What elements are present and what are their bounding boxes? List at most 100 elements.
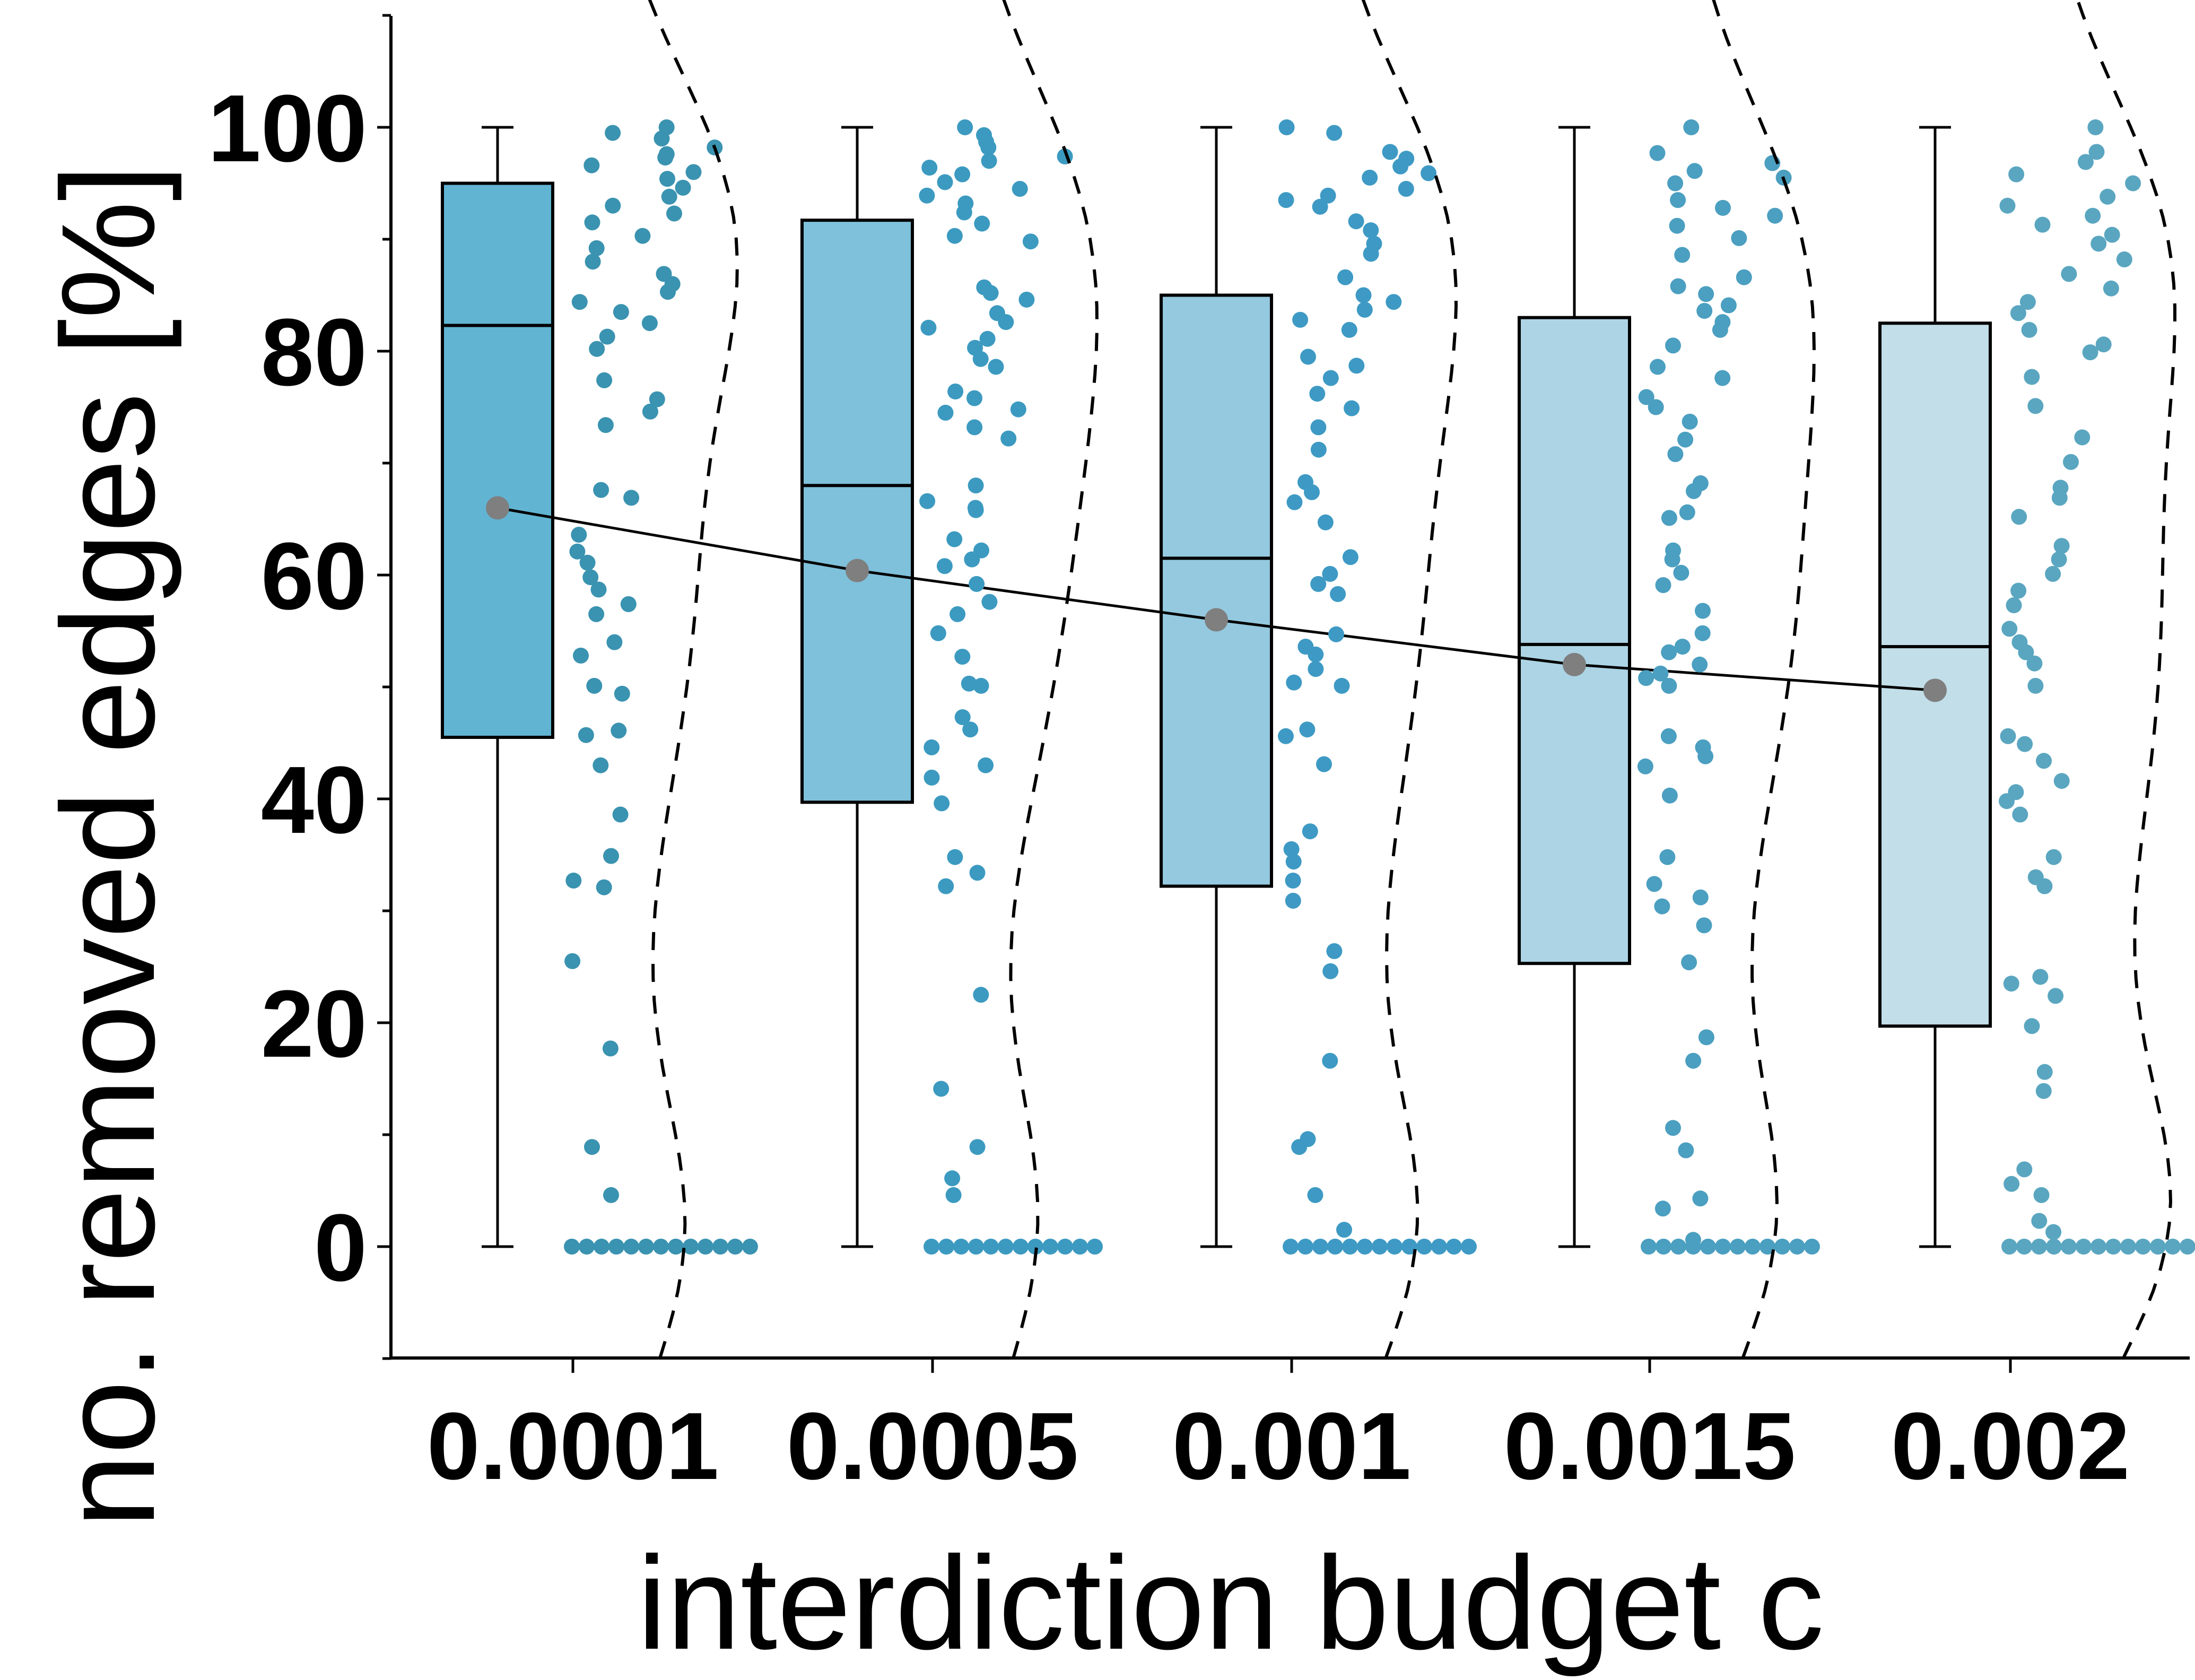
data-point [1669, 217, 1685, 234]
box-group-0.002 [1878, 126, 1992, 1248]
data-point [2091, 1239, 2106, 1255]
iqr-box [441, 181, 554, 739]
data-point [1322, 370, 1339, 386]
data-point [1308, 661, 1324, 677]
points-group-0.002 [1999, 119, 2195, 1255]
data-point [606, 634, 623, 650]
data-point [2000, 728, 2016, 744]
data-point [742, 1239, 758, 1255]
data-point [657, 150, 674, 166]
data-point [1286, 674, 1302, 691]
data-point [613, 304, 629, 320]
data-point [1344, 400, 1360, 416]
mean-marker [1205, 608, 1228, 632]
data-point [620, 596, 637, 612]
data-point [1446, 1239, 1462, 1255]
data-point [1696, 303, 1713, 319]
data-point [2036, 753, 2052, 769]
data-point [594, 1239, 609, 1255]
data-point [2032, 969, 2049, 985]
data-point [1312, 1239, 1328, 1255]
data-point [969, 865, 986, 881]
data-point [1667, 175, 1684, 191]
data-point [934, 795, 950, 812]
data-point [1641, 1239, 1657, 1255]
data-point [953, 1239, 969, 1255]
data-point [2045, 565, 2061, 582]
data-point [597, 417, 614, 433]
data-point [2001, 621, 2018, 637]
data-point [968, 502, 984, 518]
data-point [1692, 656, 1708, 673]
data-point [1334, 677, 1350, 694]
data-point [1278, 728, 1294, 744]
data-point [1283, 841, 1300, 857]
data-point [668, 1239, 684, 1255]
x-axis-title: interdiction budget c [637, 1529, 1824, 1677]
data-point [623, 1239, 639, 1255]
data-point [2010, 582, 2027, 599]
data-point [950, 606, 966, 622]
data-point [1416, 1239, 1432, 1255]
density-curve [648, 0, 739, 1359]
iqr-box [800, 219, 914, 804]
data-point [2021, 321, 2037, 338]
data-point [1072, 1239, 1088, 1255]
data-point [1714, 370, 1731, 386]
data-point [1285, 854, 1302, 870]
data-point [2061, 1239, 2077, 1255]
data-point [1659, 849, 1676, 865]
data-point [1461, 1239, 1477, 1255]
data-point [593, 757, 609, 773]
data-point [2135, 1239, 2151, 1255]
data-point [666, 205, 682, 222]
x-tick-label: 0.0015 [1504, 1393, 1796, 1500]
data-point [2077, 154, 2094, 170]
data-point [1302, 823, 1318, 840]
data-point [579, 554, 596, 571]
data-point [593, 482, 609, 498]
x-tick-label: 0.001 [1172, 1393, 1411, 1500]
data-point [590, 581, 607, 598]
data-point [981, 594, 998, 610]
data-point [2017, 736, 2033, 752]
data-point [2053, 538, 2070, 554]
data-point [1999, 197, 2016, 214]
data-point [1328, 626, 1344, 642]
data-point [1307, 1187, 1323, 1203]
data-point [1698, 1029, 1714, 1046]
data-point [938, 1239, 954, 1255]
data-point [2036, 878, 2053, 894]
data-point [1022, 233, 1039, 250]
data-point [1386, 294, 1402, 310]
data-point [1317, 514, 1334, 530]
data-point [603, 848, 619, 864]
data-point [2120, 1239, 2136, 1255]
data-point [1661, 510, 1677, 526]
data-point [1322, 963, 1339, 979]
data-point [649, 391, 665, 407]
data-point [584, 1139, 600, 1155]
data-point [1670, 1239, 1686, 1255]
data-point [2011, 509, 2027, 525]
data-point [1342, 549, 1358, 565]
data-point [675, 179, 691, 196]
data-point [712, 1239, 728, 1255]
data-point [596, 372, 613, 388]
data-point [1322, 1052, 1338, 1069]
data-point [954, 166, 971, 182]
data-point [571, 294, 588, 310]
data-point [685, 164, 702, 180]
data-point [1661, 677, 1677, 694]
data-point [588, 240, 605, 256]
data-point [1387, 1239, 1403, 1255]
data-point [1348, 358, 1365, 374]
data-point [1649, 145, 1666, 161]
data-point [1654, 898, 1670, 915]
data-point [578, 727, 594, 743]
data-point [1674, 247, 1691, 263]
data-point [1362, 169, 1378, 186]
data-point [947, 384, 964, 399]
data-point [1760, 1239, 1775, 1255]
y-tick-label: 0 [314, 1195, 367, 1301]
